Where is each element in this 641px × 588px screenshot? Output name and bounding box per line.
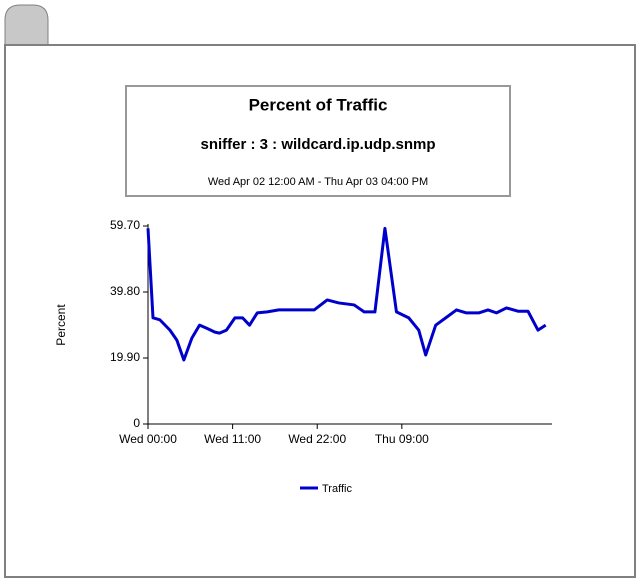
x-tick-label: Wed 00:00 (119, 432, 177, 446)
y-tick-label: 19.90 (110, 350, 140, 364)
time-range: Wed Apr 02 12:00 AM - Thu Apr 03 04:00 P… (208, 176, 428, 188)
y-axis-label: Percent (54, 304, 68, 346)
y-tick-label: 39.80 (110, 284, 140, 298)
line-series (146, 226, 547, 362)
y-tick-label: 59.70 (110, 218, 140, 232)
y-tick-label: 0 (133, 416, 140, 430)
chart-title: Percent of Traffic (249, 95, 388, 114)
x-tick-label: Wed 22:00 (288, 432, 346, 446)
chart-subtitle: sniffer : 3 : wildcard.ip.udp.snmp (200, 136, 435, 153)
x-tick-label: Thu 09:00 (375, 432, 429, 446)
x-tick-label: Wed 11:00 (204, 432, 261, 446)
tab (4, 4, 49, 46)
title-box (125, 85, 511, 197)
legend-label: Traffic (322, 483, 352, 495)
